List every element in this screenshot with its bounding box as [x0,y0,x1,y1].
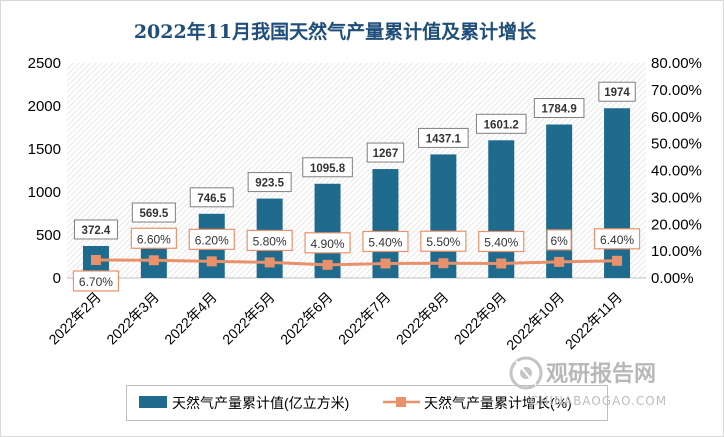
line-marker [496,258,507,269]
line-label-box [420,230,467,252]
y-axis-left: 0 500 1000 1500 2000 2500 [28,55,61,287]
chart-title: 2022年11月我国天然气产量累计值及累计增长 [134,20,537,43]
bar-data-label: 1095.8 [310,163,346,175]
line-data-label: 6.20% [195,233,229,247]
bar-label-box [247,172,292,193]
watermark-url: CHINABAOGAO.COM [530,394,667,408]
line-data-labels: 6.70% 6.60% 6.20% 5.80% 4.90% 5.40% 5.50% 5.40%… [72,227,641,292]
y-right-tick-label: 30.00% [651,189,702,206]
line-marker [554,256,565,267]
legend-line-marker [396,397,406,407]
bar-data-label: 569.5 [139,208,168,220]
line-marker [206,256,217,267]
line-marker [148,255,159,266]
bar-data-labels: 372.4 569.5 746.5 923.5 1095.8 1267 1437.1 1601… [73,81,636,240]
bar [546,124,573,278]
y-right-tick-label: 10.00% [651,243,702,260]
bar-data-label: 372.4 [82,225,111,237]
y-right-tick-label: 20.00% [651,216,702,233]
bar-data-label: 1974 [604,87,630,99]
bar-series [82,108,631,279]
y-right-tick-label: 40.00% [651,163,702,180]
line-marker [322,259,333,270]
y-axis-right: 0.00% 10.00% 20.00% 30.00% 40.00% 50.00% 60.00… [67,55,702,287]
watermark: 观研报告网 CHINABAOGAO.COM [509,356,667,408]
bar-data-label: 1601.2 [484,119,519,131]
bar-label-box [418,127,469,148]
line-data-label: 5.50% [426,235,460,249]
bar-label-box [189,187,234,208]
line-data-label: 6% [550,234,568,248]
legend: 天然气产量累计值(亿立方米) 天然气产量累计增长(%) [126,385,608,421]
bar [488,140,515,278]
bar-label-box [302,157,353,178]
y-left-tick-label: 500 [36,227,61,244]
line-marker [264,257,275,268]
bar-data-label: 923.5 [255,178,284,190]
bar-label-box [366,142,405,163]
line-data-label: 5.40% [484,235,518,249]
bar-label-box [533,97,585,118]
line-label-box [362,230,409,253]
line-data-label: 5.40% [368,235,402,249]
bar-label-box [73,219,118,240]
bar [604,108,631,279]
bar-label-box [598,81,636,102]
legend-bar-label: 天然气产量累计值(亿立方米) [172,395,349,411]
line-marker [438,258,449,269]
line-marker [90,254,101,265]
bar-label-box [475,113,527,134]
bar [430,154,457,278]
line-data-label: 6.40% [600,233,634,247]
y-right-tick-label: 70.00% [651,82,702,99]
y-left-tick-label: 0 [53,270,61,287]
line-data-label: 5.80% [253,234,287,248]
y-left-tick-label: 2000 [28,98,61,115]
line-label-box [72,270,120,292]
y-right-tick-label: 60.00% [651,109,702,126]
line-data-label: 6.60% [137,232,171,246]
line-marker [380,258,391,269]
line-data-label: 4.90% [311,237,345,251]
legend-box [126,385,608,421]
y-right-tick-label: 50.00% [651,136,702,153]
bar-data-label: 1784.9 [542,103,577,115]
y-left-tick-label: 1500 [28,141,61,158]
bar-data-label: 1267 [373,148,399,160]
line-label-box [304,232,351,254]
line-path [95,258,618,267]
legend-line-label: 天然气产量累计增长(%) [424,395,572,411]
line-data-label: 6.70% [79,275,113,289]
watermark-logo-icon [509,356,543,390]
line-label-box [478,230,525,253]
line-label-box [246,229,293,252]
bar-data-label: 1437.1 [426,133,462,145]
line-label-box [593,228,641,250]
watermark-brand: 观研报告网 [546,362,656,387]
line-marker [612,255,623,266]
line-label-box [546,229,572,251]
line-label-box [130,227,177,249]
y-right-tick-label: 80.00% [651,55,702,72]
legend-bar-swatch [139,396,167,408]
y-left-tick-label: 2500 [28,55,61,72]
y-left-tick-label: 1000 [28,184,61,201]
line-label-box [188,228,235,250]
bar-label-box [131,202,176,223]
line-series [90,254,623,270]
bar-data-label: 746.5 [197,193,226,205]
y-right-tick-label: 0.00% [651,270,694,287]
